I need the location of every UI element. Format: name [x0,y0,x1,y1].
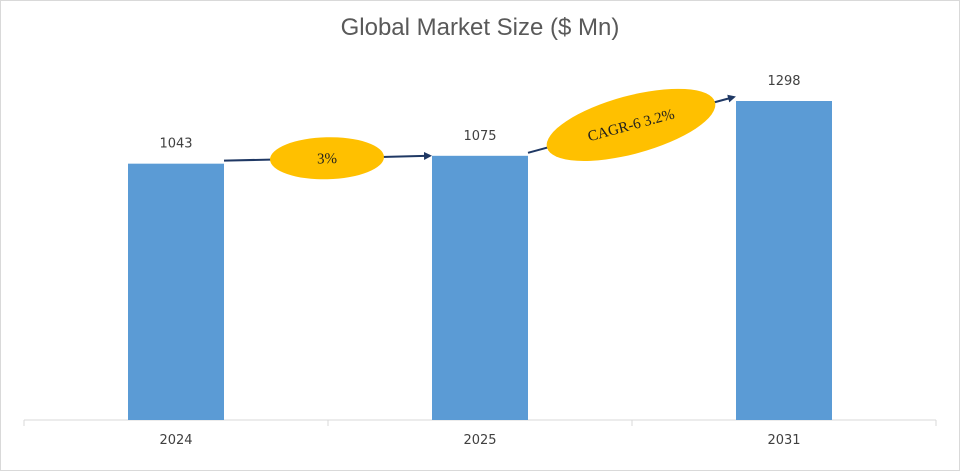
bar-2031 [736,101,832,420]
x-tick-label-2024: 2024 [159,433,192,448]
data-label-2025: 1075 [463,129,496,144]
data-label-2024: 1043 [159,137,192,152]
x-tick-label-2031: 2031 [767,433,800,448]
data-label-2031: 1298 [767,74,800,89]
growth-bubble-shape [546,88,716,161]
bar-2025 [432,155,528,420]
growth-bubble-2: CAGR-6 3.2% [546,88,716,161]
bar-2024 [128,163,224,420]
x-tick-label-2025: 2025 [463,433,496,448]
growth-bubble-shape [270,137,384,180]
growth-bubble-1: 3% [270,137,384,180]
growth-bubble-text: 3% [317,151,337,167]
chart-title: Global Market Size ($ Mn) [340,14,620,41]
